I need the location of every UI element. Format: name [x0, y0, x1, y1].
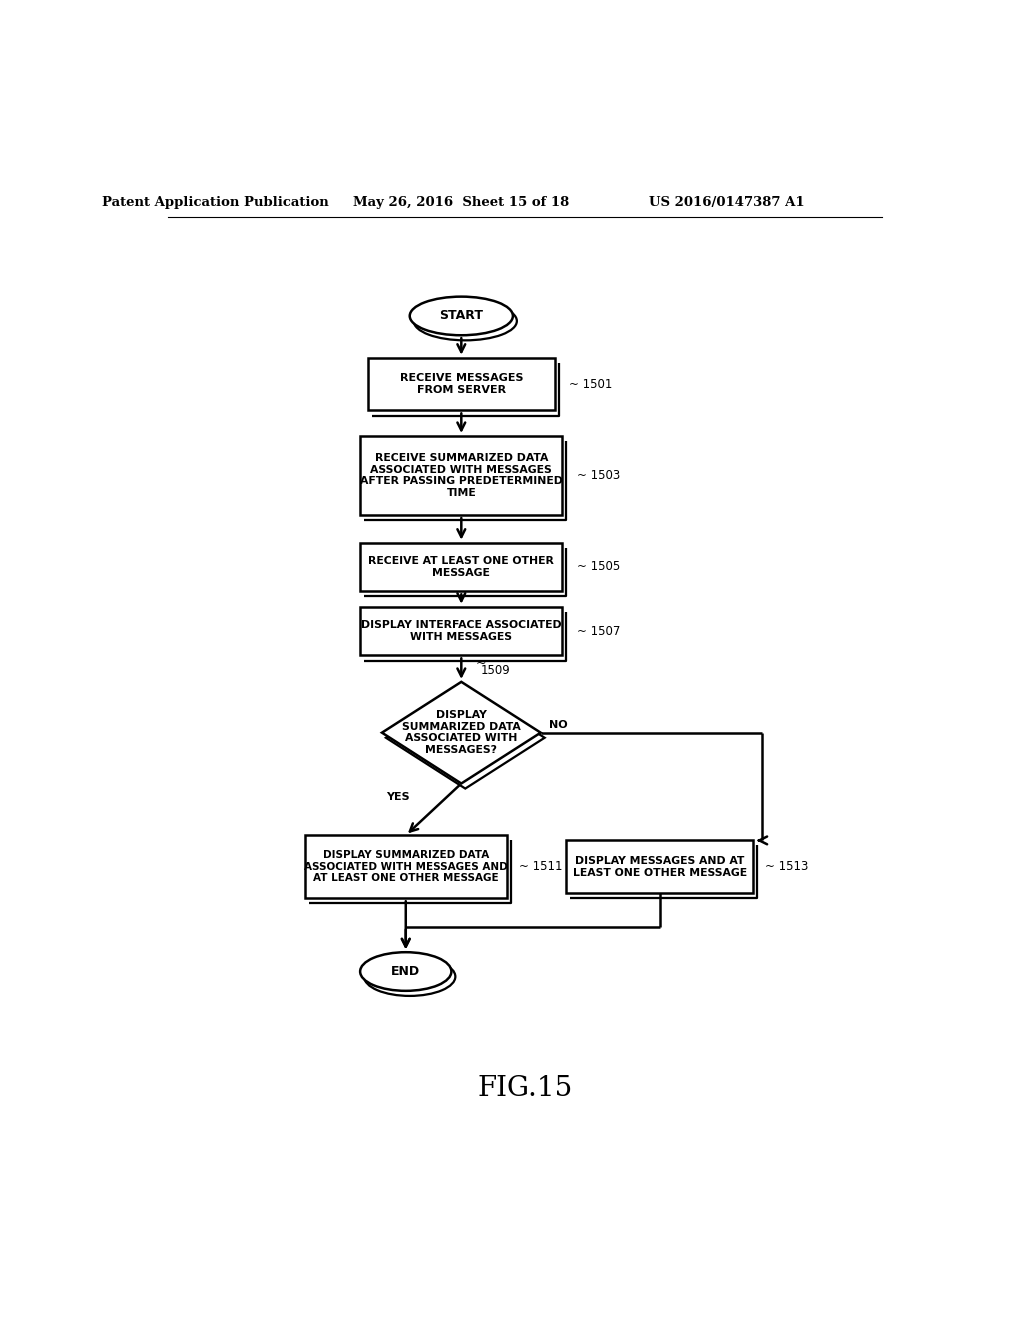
Ellipse shape [410, 297, 513, 335]
Text: DISPLAY INTERFACE ASSOCIATED
WITH MESSAGES: DISPLAY INTERFACE ASSOCIATED WITH MESSAG… [361, 620, 561, 642]
FancyBboxPatch shape [368, 358, 555, 411]
Text: RECEIVE AT LEAST ONE OTHER
MESSAGE: RECEIVE AT LEAST ONE OTHER MESSAGE [369, 556, 554, 578]
Text: May 26, 2016  Sheet 15 of 18: May 26, 2016 Sheet 15 of 18 [353, 195, 569, 209]
Text: START: START [439, 309, 483, 322]
Text: NO: NO [549, 719, 567, 730]
Text: ~: ~ [475, 656, 486, 669]
Text: ~ 1511: ~ 1511 [519, 861, 562, 874]
Text: ~ 1513: ~ 1513 [765, 861, 808, 874]
Text: 1509: 1509 [481, 664, 511, 677]
Text: ~ 1501: ~ 1501 [569, 378, 612, 391]
Text: ~ 1507: ~ 1507 [577, 624, 621, 638]
FancyBboxPatch shape [566, 841, 753, 894]
FancyBboxPatch shape [360, 543, 562, 591]
Polygon shape [382, 682, 541, 784]
Text: RECEIVE SUMMARIZED DATA
ASSOCIATED WITH MESSAGES
AFTER PASSING PREDETERMINED
TIM: RECEIVE SUMMARIZED DATA ASSOCIATED WITH … [359, 453, 563, 498]
Ellipse shape [360, 952, 452, 991]
FancyBboxPatch shape [304, 836, 507, 899]
Text: ~ 1505: ~ 1505 [577, 561, 620, 573]
Text: Patent Application Publication: Patent Application Publication [102, 195, 329, 209]
FancyBboxPatch shape [360, 607, 562, 656]
Text: END: END [391, 965, 420, 978]
FancyBboxPatch shape [360, 436, 562, 515]
Text: RECEIVE MESSAGES
FROM SERVER: RECEIVE MESSAGES FROM SERVER [399, 374, 523, 395]
Text: DISPLAY
SUMMARIZED DATA
ASSOCIATED WITH
MESSAGES?: DISPLAY SUMMARIZED DATA ASSOCIATED WITH … [402, 710, 520, 755]
Polygon shape [386, 686, 545, 788]
Text: DISPLAY MESSAGES AND AT
LEAST ONE OTHER MESSAGE: DISPLAY MESSAGES AND AT LEAST ONE OTHER … [572, 857, 746, 878]
Ellipse shape [365, 957, 456, 995]
Text: YES: YES [386, 792, 410, 801]
Ellipse shape [414, 302, 517, 341]
Text: ~ 1503: ~ 1503 [577, 469, 620, 482]
Text: US 2016/0147387 A1: US 2016/0147387 A1 [649, 195, 805, 209]
Text: FIG.15: FIG.15 [477, 1074, 572, 1102]
Text: DISPLAY SUMMARIZED DATA
ASSOCIATED WITH MESSAGES AND
AT LEAST ONE OTHER MESSAGE: DISPLAY SUMMARIZED DATA ASSOCIATED WITH … [304, 850, 508, 883]
